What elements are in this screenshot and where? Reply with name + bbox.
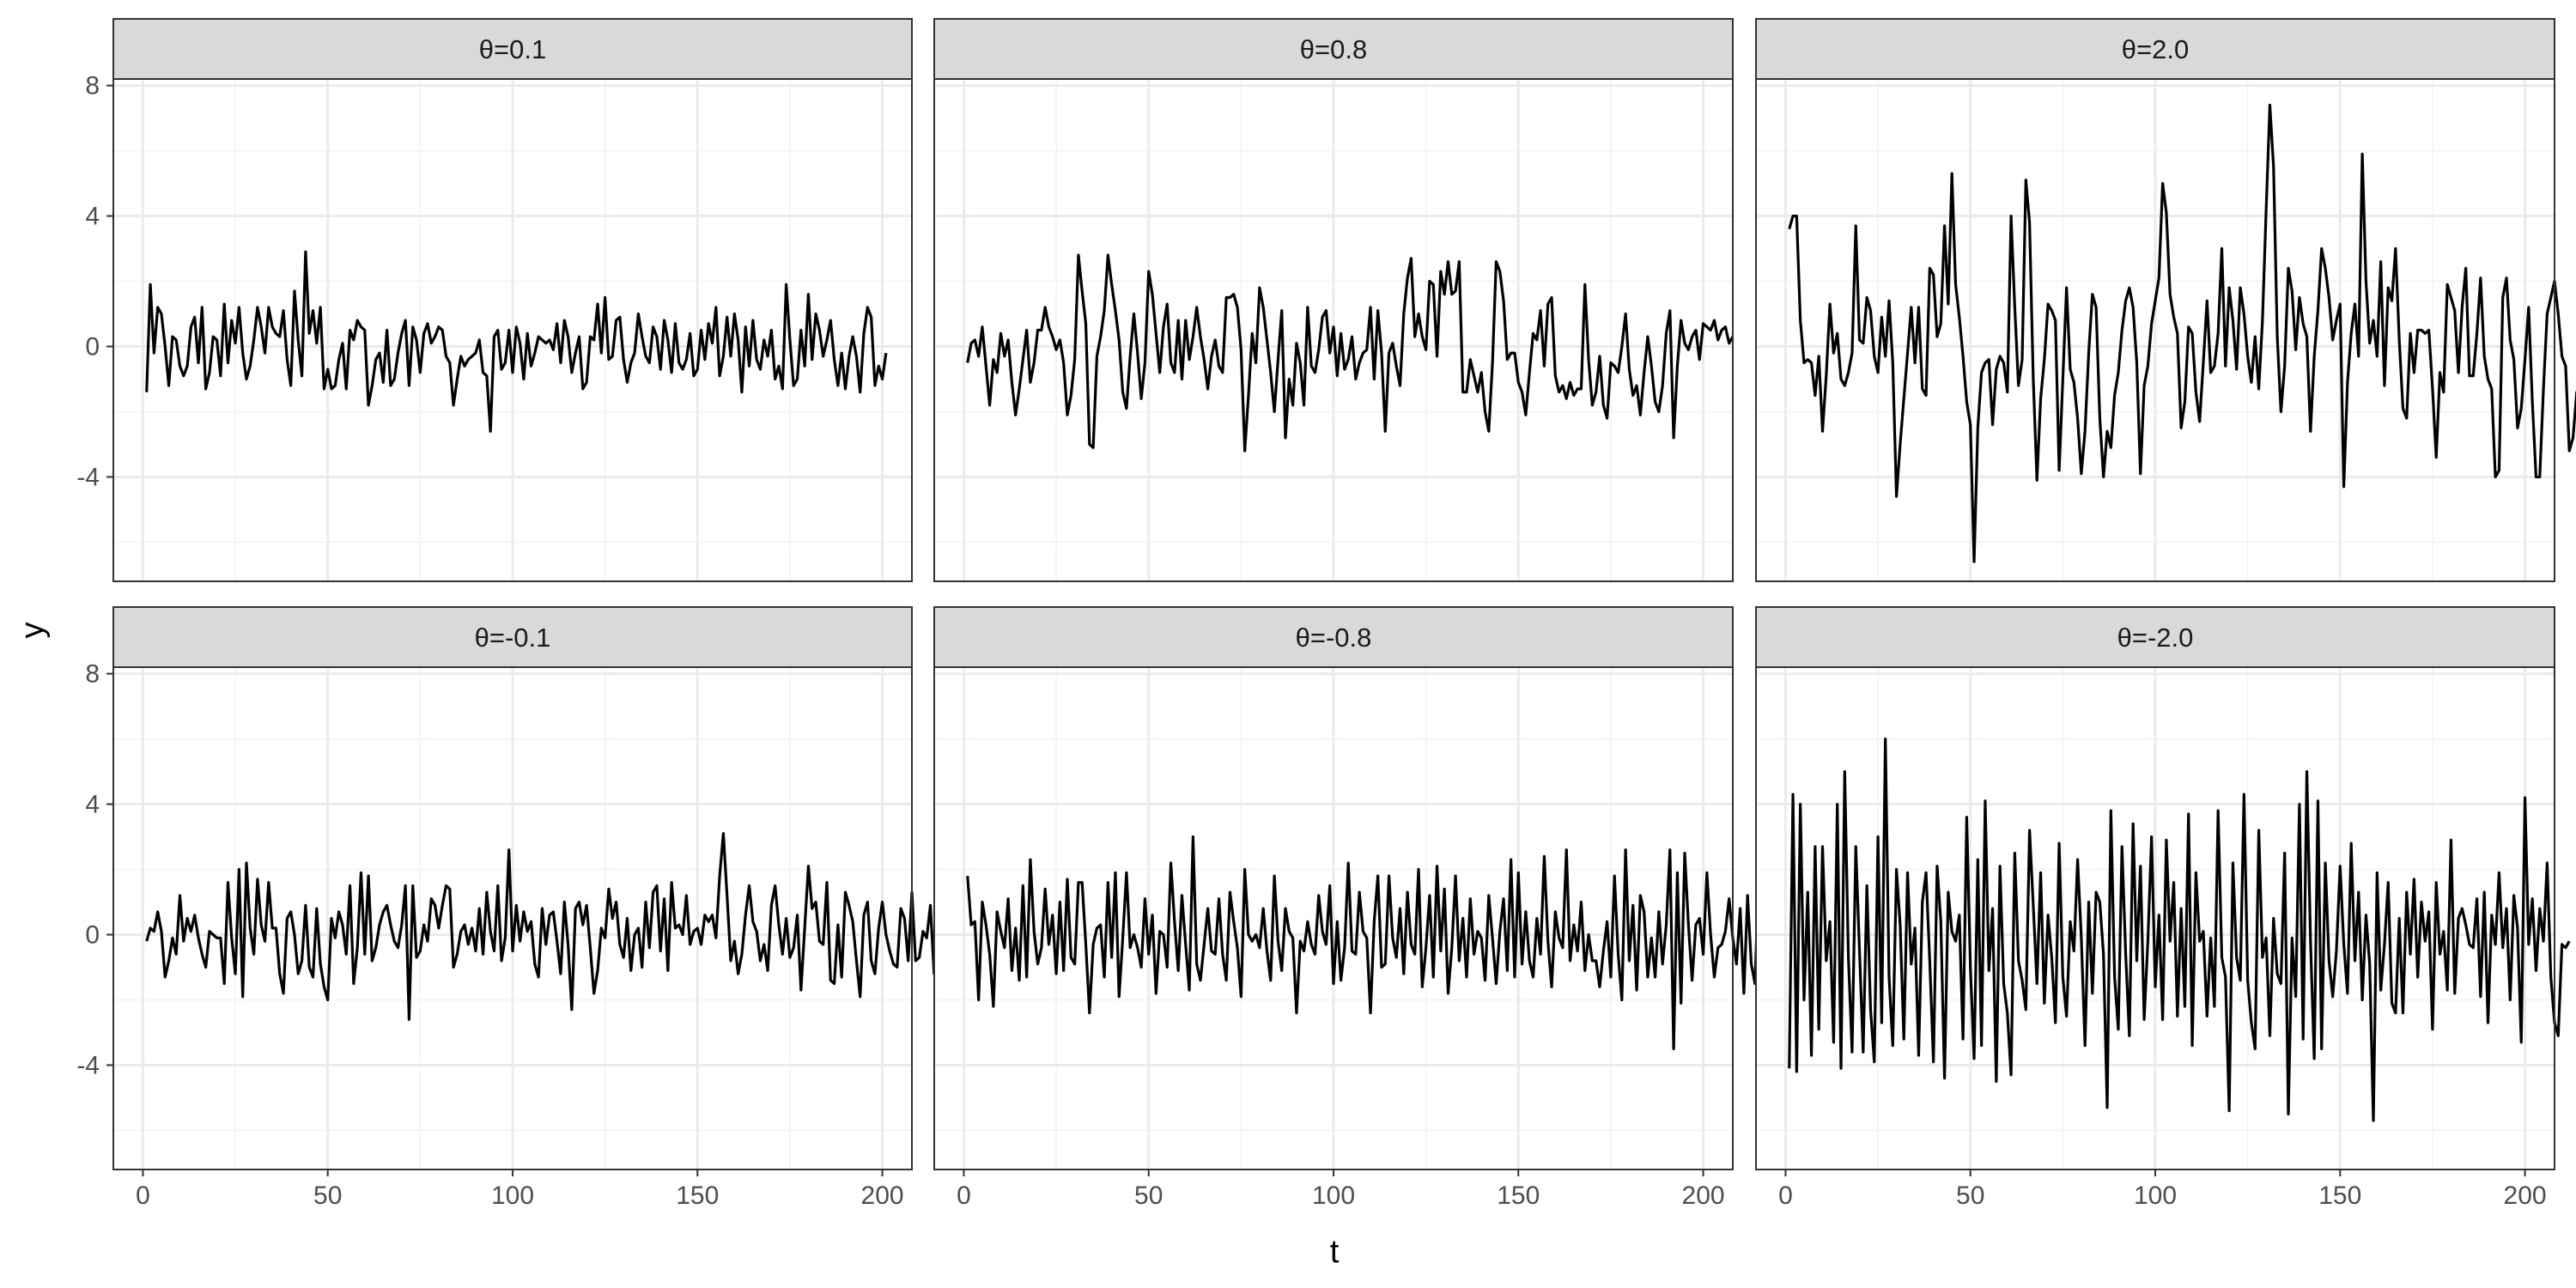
facet-strip-label: θ=-2.0 (2117, 623, 2194, 653)
series-line (145, 832, 1005, 1021)
x-tick-label: 200 (1682, 1182, 1725, 1210)
facet-panel: θ=0.1 -4 0 4 8 (76, 18, 913, 582)
series-line (1788, 737, 2571, 1122)
panels: θ=0.1 -4 0 4 8 θ=0.8 θ=2.0 θ=-0.1 -4 0 4 8 0 50 100 150… (76, 18, 2576, 1210)
y-tick-label: 8 (85, 72, 100, 100)
y-tick-label: 0 (85, 332, 100, 361)
y-tick-label: -4 (76, 463, 100, 491)
series-line (966, 835, 1779, 1051)
series-line (966, 253, 1735, 453)
x-tick-label: 50 (1956, 1182, 1984, 1210)
facet-strip (112, 606, 913, 668)
x-tick-label: 50 (313, 1182, 342, 1210)
facet-strip (112, 18, 913, 80)
y-axis-title: y (15, 623, 51, 639)
facet-strip-label: θ=0.1 (479, 34, 546, 64)
series-line (145, 250, 888, 433)
facet-strip-label: θ=0.8 (1300, 34, 1367, 64)
x-tick-label: 150 (1497, 1182, 1540, 1210)
x-tick-label: 200 (861, 1182, 904, 1210)
facet-strip-label: θ=-0.1 (475, 623, 551, 653)
facet-strip-label: θ=2.0 (2122, 34, 2189, 64)
x-tick-label: 100 (491, 1182, 534, 1210)
x-tick-label: 0 (957, 1182, 971, 1210)
facet-panel: θ=-2.0 0 50 100 150 200 (1755, 606, 2571, 1210)
facet-strip-label: θ=-0.8 (1296, 623, 1372, 653)
facet-panel: θ=0.8 (933, 18, 1735, 582)
facet-panel: θ=-0.1 -4 0 4 8 0 50 100 150 200 (76, 606, 1005, 1210)
facet-panel: θ=2.0 (1755, 18, 2576, 582)
facet-strip (1755, 18, 2555, 80)
x-tick-label: 0 (136, 1182, 150, 1210)
y-tick-label: -4 (76, 1051, 100, 1079)
x-tick-label: 0 (1778, 1182, 1793, 1210)
facet-panel: θ=-0.8 0 50 100 150 200 (933, 606, 1779, 1210)
panel-border (1755, 78, 2555, 582)
x-tick-label: 100 (1312, 1182, 1355, 1210)
panel-border (933, 78, 1734, 582)
x-tick-label: 150 (2318, 1182, 2361, 1210)
y-tick-label: 8 (85, 660, 100, 689)
y-tick-label: 4 (85, 203, 100, 231)
y-tick-label: 4 (85, 791, 100, 819)
y-tick-label: 0 (85, 920, 100, 949)
panel-border (112, 78, 913, 582)
series-line (1788, 103, 2576, 563)
facet-strip (933, 606, 1734, 668)
x-axis-title: t (1330, 1234, 1340, 1270)
x-tick-label: 100 (2134, 1182, 2177, 1210)
x-tick-label: 150 (676, 1182, 719, 1210)
x-tick-label: 200 (2504, 1182, 2547, 1210)
x-tick-label: 50 (1134, 1182, 1163, 1210)
